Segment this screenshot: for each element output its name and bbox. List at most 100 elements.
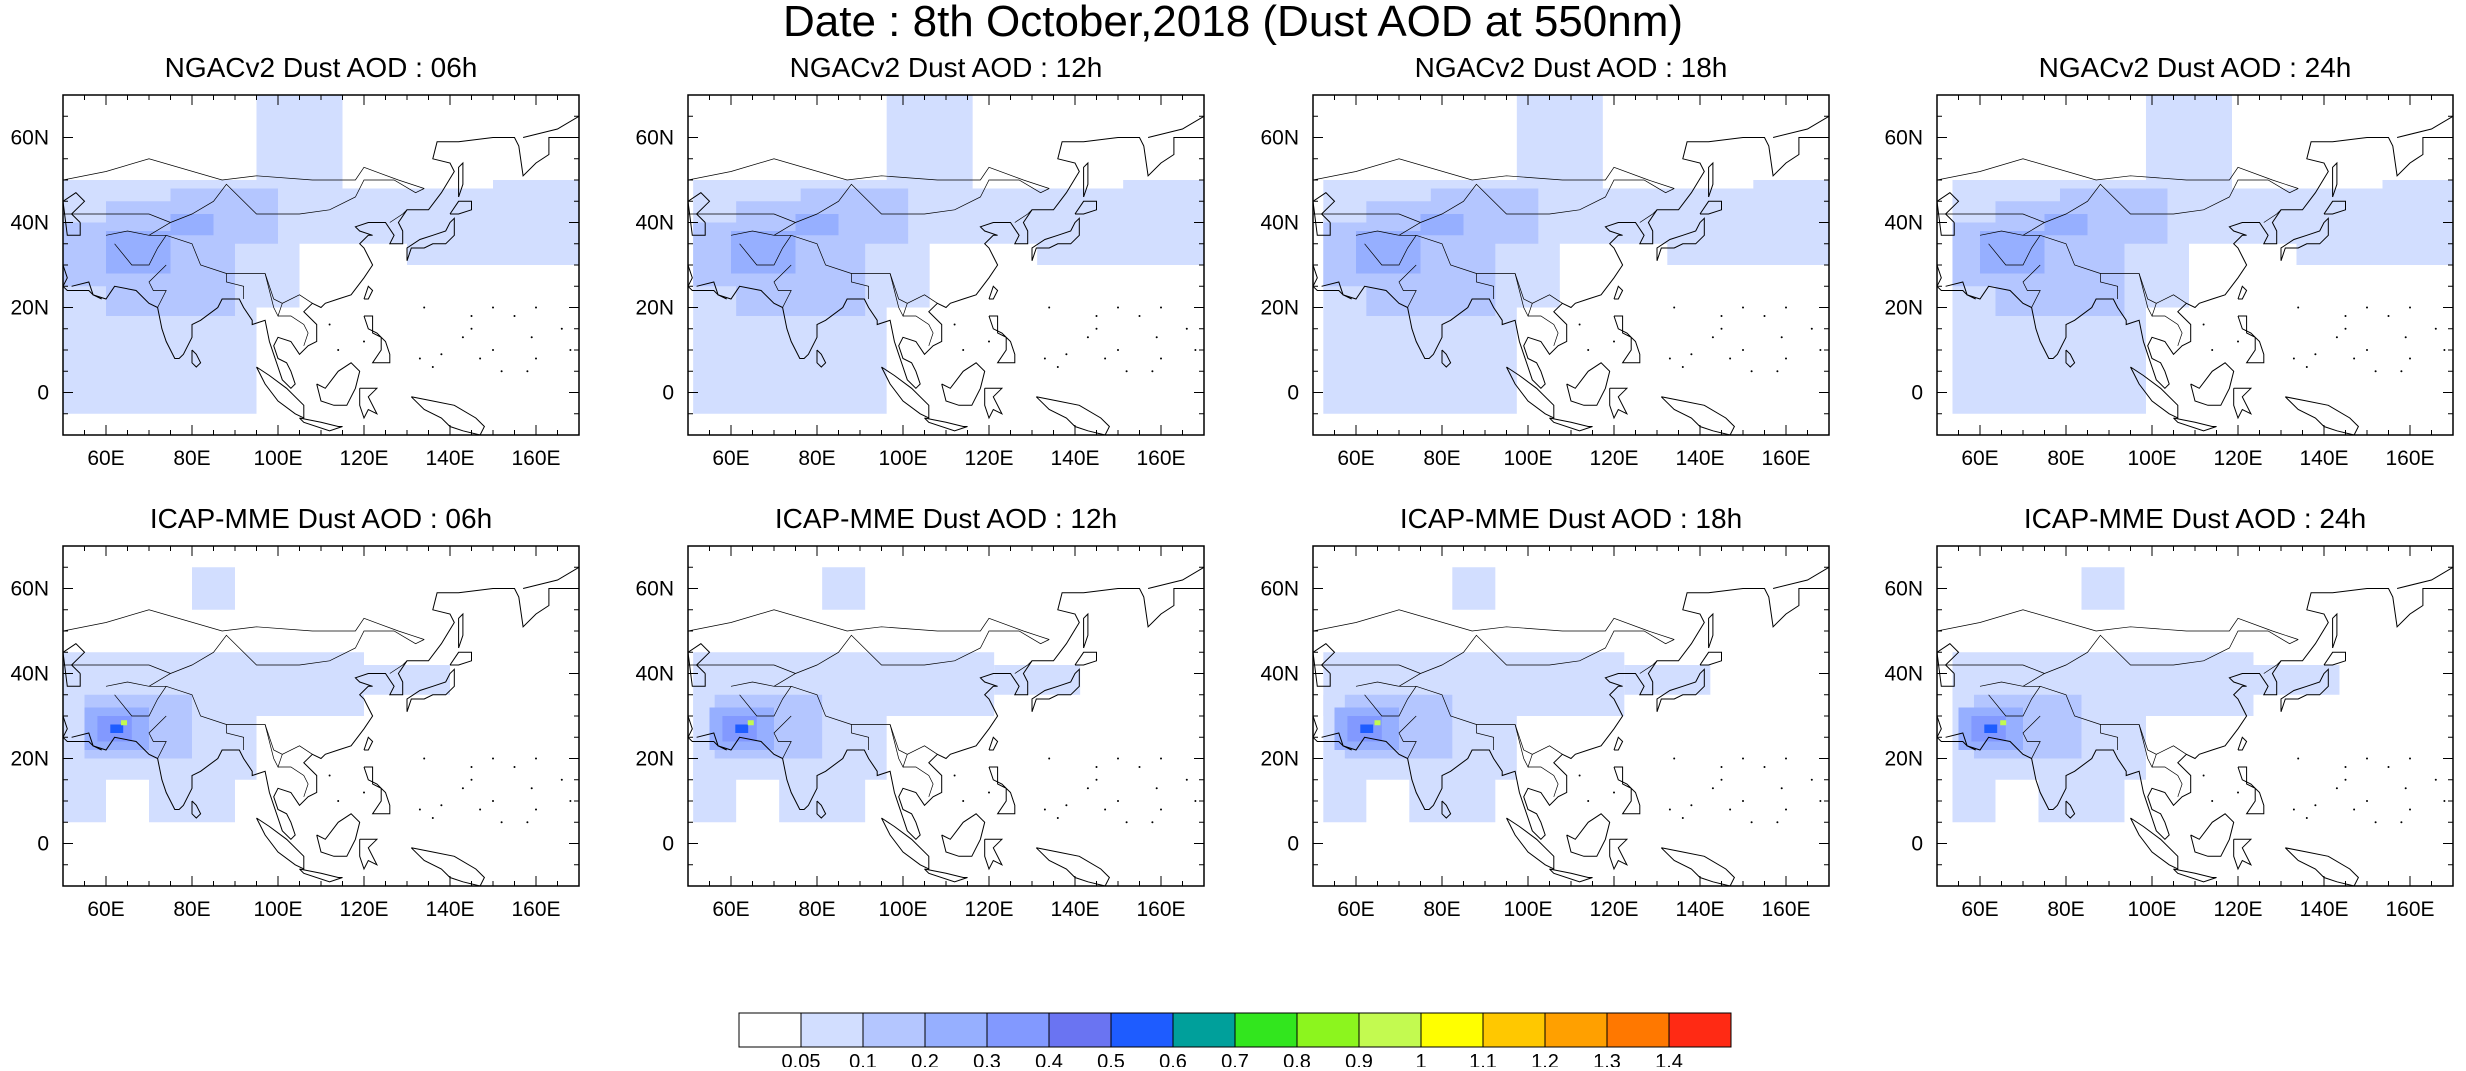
country-border bbox=[688, 609, 1050, 640]
coastline bbox=[1441, 349, 1452, 368]
island bbox=[1095, 766, 1098, 768]
coastline bbox=[1506, 817, 1555, 870]
coastline bbox=[2065, 800, 2076, 819]
island bbox=[1810, 327, 1813, 330]
panel-title: ICAP-MME Dust AOD : 06h bbox=[149, 503, 493, 534]
lon-tick-label: 100E bbox=[878, 898, 927, 921]
coastline bbox=[2396, 566, 2453, 589]
map-svg: 60E 80E 100E 120E 140E 160E 60N 40N 20N 0 bbox=[635, 545, 1205, 921]
island bbox=[2344, 315, 2347, 317]
aod-cell bbox=[2296, 214, 2453, 265]
island bbox=[1160, 306, 1162, 309]
country-border bbox=[148, 264, 167, 308]
island bbox=[2305, 366, 2308, 368]
island bbox=[1750, 821, 1753, 824]
lon-tick-label: 140E bbox=[1050, 447, 1099, 470]
map-svg: 60E 80E 100E 120E 140E 160E 60N 40N 20N 0 bbox=[10, 545, 580, 921]
lon-tick-label: 160E bbox=[1136, 898, 1185, 921]
coastline bbox=[988, 736, 999, 751]
island bbox=[1117, 757, 1119, 760]
lat-tick-label: 40N bbox=[10, 663, 49, 686]
country-border bbox=[1313, 664, 1421, 674]
island bbox=[2344, 327, 2347, 330]
colorbar-label: 0.5 bbox=[1097, 1051, 1125, 1067]
island bbox=[1155, 787, 1158, 790]
country-border bbox=[1988, 686, 2041, 717]
aod-peak-cell bbox=[1374, 720, 1381, 726]
aod-cell bbox=[63, 307, 257, 414]
colorbar-box bbox=[1668, 1012, 1732, 1048]
colorbar-box bbox=[1048, 1012, 1112, 1048]
coastline bbox=[71, 137, 579, 390]
island bbox=[1750, 370, 1753, 373]
island bbox=[1160, 757, 1162, 760]
coastline bbox=[522, 115, 579, 138]
country-border bbox=[851, 273, 869, 299]
aod-cell bbox=[170, 214, 214, 236]
country-border bbox=[114, 686, 167, 717]
lon-tick-label: 120E bbox=[964, 447, 1013, 470]
coastline bbox=[2173, 417, 2217, 432]
country-border bbox=[1014, 209, 1033, 223]
island bbox=[2409, 306, 2411, 309]
country-border bbox=[1398, 264, 1417, 308]
country-border bbox=[2022, 715, 2041, 759]
coastline bbox=[924, 417, 968, 432]
island bbox=[988, 791, 990, 794]
colorbar-box bbox=[1110, 1012, 1174, 1048]
aod-cell bbox=[2081, 567, 2125, 610]
country-border bbox=[1398, 179, 1675, 236]
island bbox=[1776, 821, 1779, 824]
island bbox=[1086, 787, 1089, 790]
map-svg: 60E 80E 100E 120E 140E 160E 60N 40N 20N 0 bbox=[635, 94, 1205, 470]
coastline bbox=[1031, 217, 1080, 261]
country-border bbox=[148, 630, 425, 687]
lon-tick-label: 120E bbox=[1589, 898, 1638, 921]
coastline bbox=[1699, 651, 1722, 666]
country-border bbox=[851, 724, 869, 750]
lon-tick-label: 120E bbox=[1589, 447, 1638, 470]
coastline bbox=[1035, 847, 1111, 886]
coastline bbox=[696, 588, 1204, 841]
colorbar-label: 0.2 bbox=[911, 1051, 939, 1067]
coastline bbox=[63, 192, 86, 236]
country-border bbox=[1514, 724, 1533, 768]
map-panel-ngacv2-18h: NGACv2 Dust AOD : 18h 60E 80E 100E 120E 140E 1… bbox=[1253, 53, 1869, 488]
coastline bbox=[2130, 366, 2179, 419]
coastline bbox=[696, 137, 1204, 390]
island bbox=[535, 808, 537, 811]
island bbox=[2237, 340, 2239, 343]
island bbox=[1160, 357, 1162, 360]
aod-cell bbox=[693, 758, 737, 823]
colorbar-box bbox=[986, 1012, 1050, 1048]
colorbar-box bbox=[1172, 1012, 1236, 1048]
aod-cell bbox=[192, 567, 235, 610]
island bbox=[418, 808, 421, 811]
aod-cell bbox=[1984, 724, 1998, 733]
island bbox=[535, 757, 537, 760]
coastline bbox=[2190, 813, 2235, 857]
coastline bbox=[924, 868, 968, 883]
aod-cell bbox=[1452, 567, 1496, 610]
lat-tick-label: 60N bbox=[635, 127, 674, 150]
island bbox=[1729, 808, 1732, 811]
island bbox=[470, 766, 473, 768]
aod-cell bbox=[1323, 758, 1367, 823]
country-border bbox=[739, 686, 792, 717]
island bbox=[953, 774, 956, 777]
coastline bbox=[2237, 285, 2248, 300]
coastline bbox=[2284, 396, 2360, 435]
island bbox=[440, 804, 443, 807]
island bbox=[1095, 315, 1098, 317]
coastline bbox=[1613, 285, 1624, 300]
island bbox=[1065, 353, 1068, 356]
aod-cell bbox=[63, 758, 106, 823]
island bbox=[1668, 357, 1671, 360]
island bbox=[1690, 353, 1693, 356]
coastline bbox=[1083, 161, 1089, 198]
lat-tick-label: 60N bbox=[1260, 578, 1299, 601]
lat-tick-label: 40N bbox=[635, 663, 674, 686]
island bbox=[2409, 357, 2411, 360]
country-border bbox=[63, 158, 425, 189]
aod-cell bbox=[106, 231, 171, 274]
